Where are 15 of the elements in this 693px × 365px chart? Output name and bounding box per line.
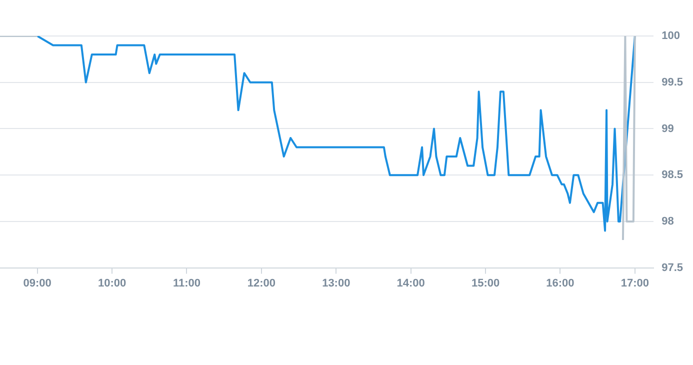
y-tick-label: 100 [662,30,680,42]
x-tick-label: 15:00 [471,277,500,290]
y-tick-label: 99.5 [662,76,684,88]
y-tick-label: 97.5 [662,262,684,274]
x-tick-label: 11:00 [172,277,201,290]
x-tick-label: 16:00 [546,277,574,290]
y-tick-label: 99 [662,122,674,135]
x-tick-label: 09:00 [23,277,52,290]
x-tick-label: 14:00 [396,277,425,290]
y-tick-label: 98 [662,215,674,228]
x-tick-label: 13:00 [322,277,350,290]
x-tick-label: 10:00 [98,277,126,290]
x-tick-label: 12:00 [247,277,276,290]
x-tick-label: 17:00 [620,277,649,290]
y-tick-label: 98.5 [662,169,684,182]
